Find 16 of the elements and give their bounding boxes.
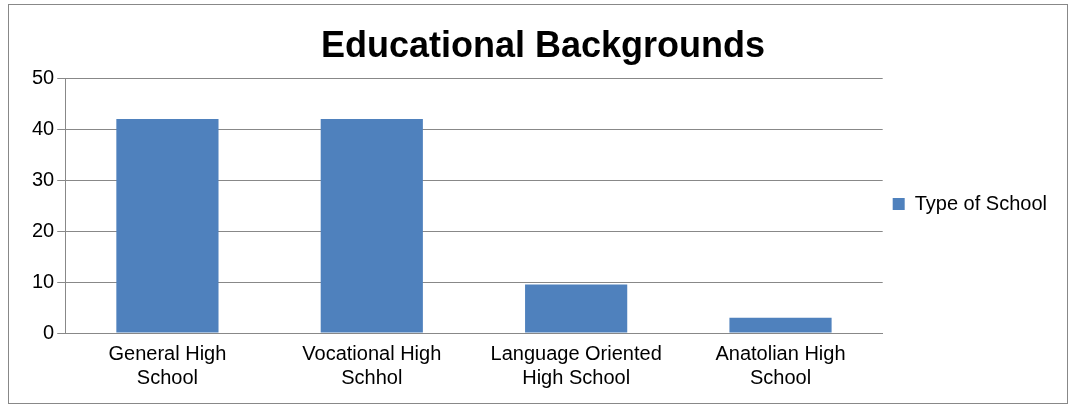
legend-label: Type of School (914, 191, 1048, 214)
y-tick-label: 40 (32, 116, 55, 139)
y-tick-label: 20 (32, 218, 55, 241)
bar (116, 118, 219, 333)
bar (729, 317, 832, 333)
bar (525, 284, 628, 333)
y-tick-label: 0 (43, 320, 55, 343)
x-tick-label: General High School (108, 341, 227, 388)
bar (320, 118, 423, 333)
x-tick-label: Anatolian High School (715, 341, 846, 388)
chart-title: Educational Backgrounds (320, 23, 766, 65)
y-tick-label: 50 (32, 65, 55, 88)
y-tick-label: 30 (32, 167, 55, 190)
y-tick-label: 10 (32, 269, 55, 292)
x-tick-label: Vocational High Schhol (302, 341, 442, 388)
x-tick-label: Language Oriented High School (490, 341, 662, 388)
